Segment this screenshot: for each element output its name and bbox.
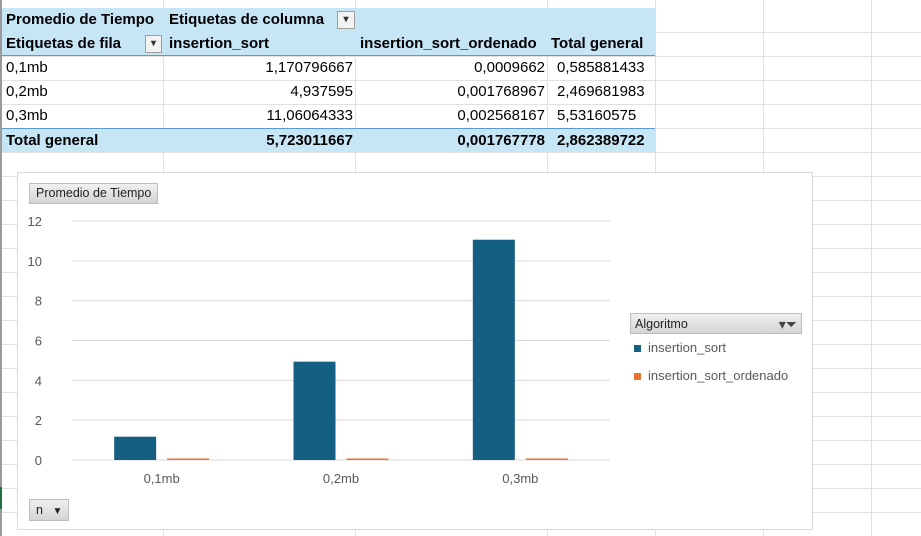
row-filter-dropdown-icon[interactable]: ▾ [145,35,162,53]
value-field-button[interactable]: Promedio de Tiempo [29,183,159,204]
axis-field-label: n [36,503,43,517]
legend-swatch [634,345,641,352]
y-tick-label: 12 [28,214,42,229]
col-header-insertion-sort-ordenado[interactable]: insertion_sort_ordenado [360,35,537,52]
legend-field-button[interactable]: Algoritmo ▾⏷ [630,313,802,334]
legend-label: insertion_sort [648,340,727,355]
y-tick-label: 2 [35,413,42,428]
bar-insertion-sort-ordenado-2[interactable] [525,458,568,461]
chart-plot-area: 0 2 4 6 8 10 12 0,1mb 0,2mb 0,3mb [28,214,610,486]
cell-value[interactable]: 0,0009662 [474,59,545,76]
total-value[interactable]: 5,723011667 [266,132,353,149]
legend-filter-icon[interactable]: ▾⏷ [778,316,797,332]
total-label[interactable]: Total general [6,132,99,149]
y-tick-label: 0 [35,453,42,468]
legend-item-insertion-sort-ordenado: insertion_sort_ordenado [630,362,802,390]
x-tick-label: 0,2mb [323,471,359,486]
legend-swatch [634,373,641,380]
table-row[interactable]: 0,2mb 4,937595 0,001768967 2,469681983 [2,80,655,104]
cell-value[interactable]: 0,001768967 [457,83,545,100]
legend-title: Algoritmo [635,317,688,331]
column-filter-icon[interactable]: ▾ [337,11,355,29]
pivot-row-labels[interactable]: Etiquetas de fila [6,35,122,52]
pivot-value-field[interactable]: Promedio de Tiempo [6,11,155,28]
pivot-chart[interactable]: 0 2 4 6 8 10 12 0,1mb 0,2mb 0,3mb Promedio de Tie… [17,172,813,530]
total-value[interactable]: 2,862389722 [557,132,645,149]
bar-insertion-sort-1[interactable] [293,361,336,460]
cell-value[interactable]: 2,469681983 [557,83,645,100]
row-selection-marker [0,487,2,509]
axis-field-button[interactable]: n ▼ [29,499,70,521]
legend-label: insertion_sort_ordenado [648,368,789,383]
y-tick-label: 4 [35,373,42,388]
sheet-left-edge [0,0,2,536]
y-tick-label: 6 [35,334,42,349]
row-label[interactable]: 0,3mb [6,107,48,124]
bar-insertion-sort-0[interactable] [114,436,157,460]
x-tick-label: 0,3mb [502,471,538,486]
bar-insertion-sort-2[interactable] [472,239,515,460]
pivot-column-labels[interactable]: Etiquetas de columna [169,11,325,28]
total-value[interactable]: 0,001767778 [457,132,545,149]
table-row[interactable]: 0,3mb 11,06064333 0,002568167 5,53160575 [2,104,655,128]
cell-value[interactable]: 5,53160575 [557,107,637,124]
y-tick-label: 8 [35,294,42,309]
cell-value[interactable]: 0,002568167 [457,107,545,124]
chart-legend: Algoritmo ▾⏷ insertion_sort insertion_so… [630,313,802,390]
cell-value[interactable]: 1,170796667 [265,59,353,76]
legend-item-insertion-sort: insertion_sort [630,334,802,362]
row-label[interactable]: 0,1mb [6,59,48,76]
x-tick-label: 0,1mb [144,471,180,486]
row-label[interactable]: 0,2mb [6,83,48,100]
total-row[interactable]: Total general 5,723011667 0,001767778 2,… [2,128,655,152]
cell-value[interactable]: 4,937595 [290,83,353,100]
col-header-insertion-sort[interactable]: insertion_sort [169,35,270,52]
y-tick-label: 10 [28,254,42,269]
table-row[interactable]: 0,1mb 1,170796667 0,0009662 0,585881433 [2,56,655,80]
bar-insertion-sort-ordenado-0[interactable] [167,458,210,461]
bar-insertion-sort-ordenado-1[interactable] [346,458,389,461]
pivot-header-row-1: Promedio de Tiempo Etiquetas de columna … [2,8,655,32]
col-header-total-general[interactable]: Total general [551,35,644,52]
dropdown-icon: ▼ [52,506,63,517]
cell-value[interactable]: 11,06064333 [266,107,353,124]
cell-value[interactable]: 0,585881433 [557,59,645,76]
pivot-header-row-2: Etiquetas de fila ▾ insertion_sort inser… [2,32,655,56]
